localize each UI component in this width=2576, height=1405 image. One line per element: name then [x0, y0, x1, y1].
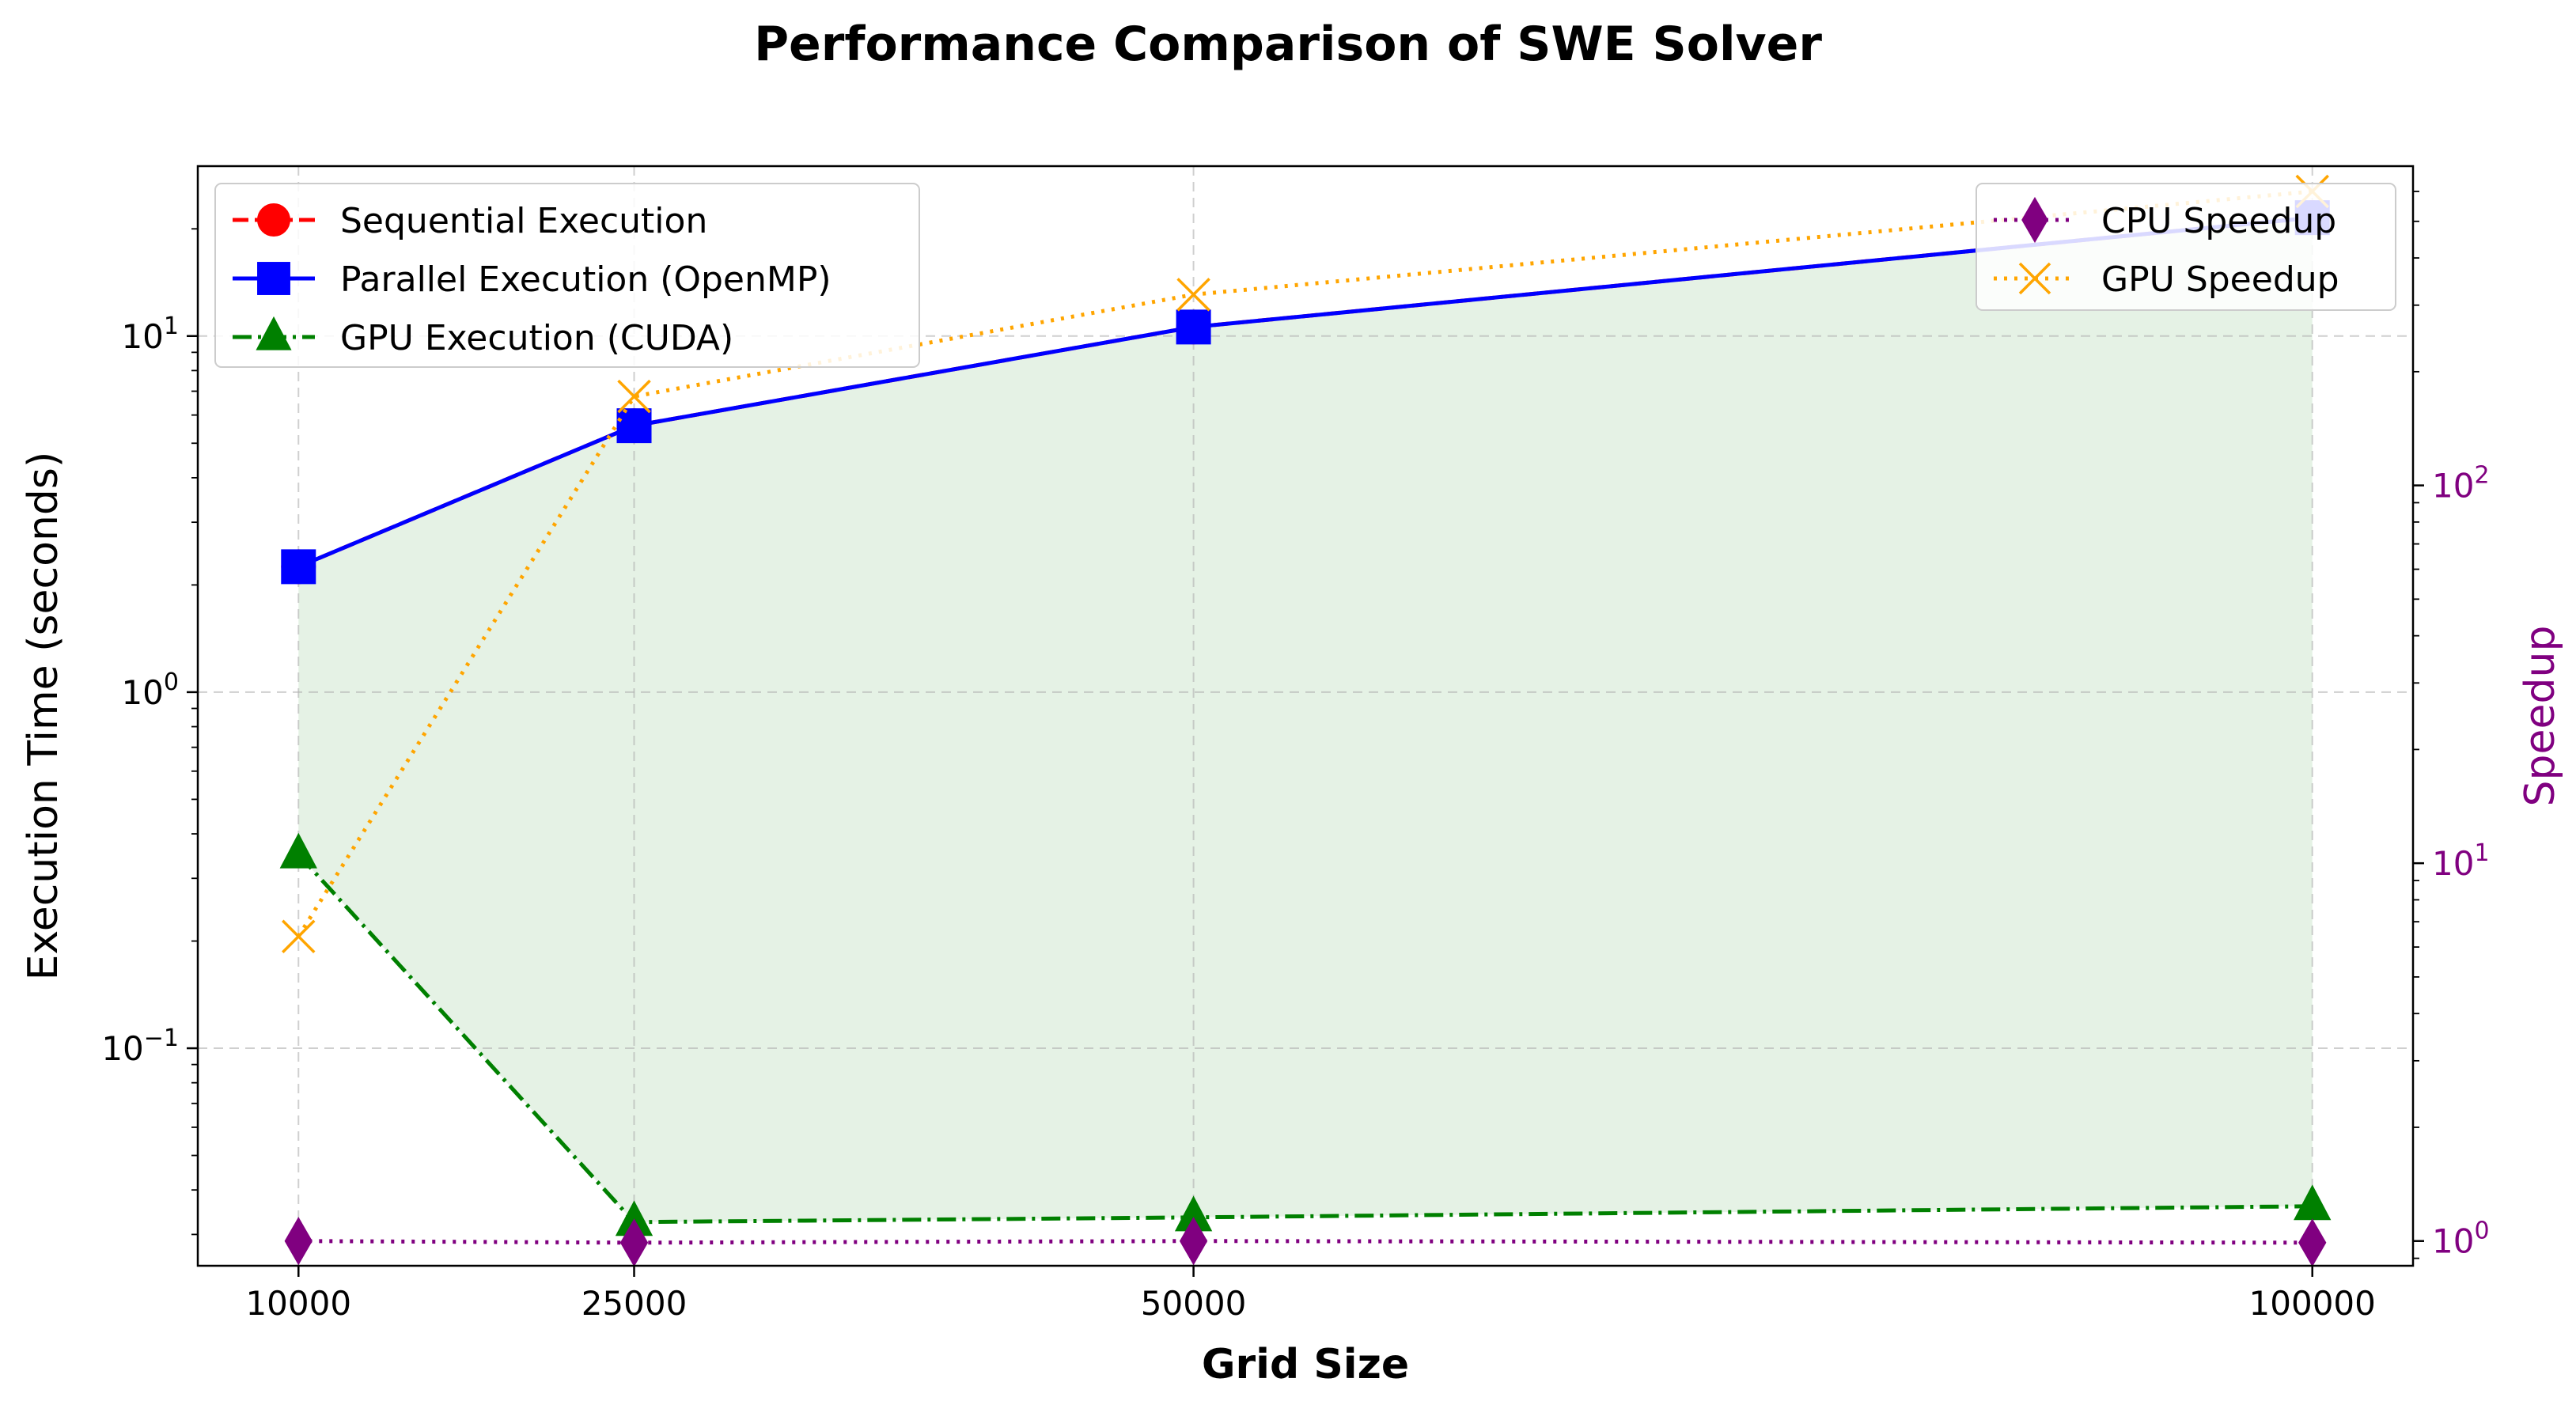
- y-tick-label: 10−1: [101, 1024, 179, 1068]
- legend-item-parallel-execution-openmp: Parallel Execution (OpenMP): [233, 259, 832, 300]
- x-tick-label: 10000: [245, 1284, 351, 1323]
- x-tick-label: 25000: [581, 1284, 688, 1323]
- series-line-gpu-execution-cuda: [297, 853, 2313, 1225]
- data-point-parallel-execution-openmp: [1176, 309, 1211, 345]
- y-tick-label: 101: [121, 312, 179, 356]
- x-marker-stroke: [2018, 262, 2051, 295]
- series-cpu-speedup: [284, 1217, 2327, 1267]
- legend-marker: [257, 262, 290, 295]
- legend-label: Sequential Execution: [340, 201, 707, 241]
- fill-area-layer: [298, 218, 2313, 1222]
- y-tick-label: 100: [121, 668, 179, 712]
- y-axis-label: Execution Time (seconds): [20, 452, 67, 981]
- legend-label: GPU Execution (CUDA): [340, 318, 733, 358]
- data-point-gpu-execution-cuda: [279, 832, 317, 869]
- legend-item-sequential-execution: Sequential Execution: [233, 201, 707, 241]
- series-gpu-execution-cuda: [279, 832, 2332, 1236]
- legend-item-gpu-speedup: GPU Speedup: [1994, 259, 2339, 300]
- y2-tick-label: 101: [2432, 839, 2490, 883]
- y2-axis-label: Speedup: [2517, 626, 2564, 807]
- legend-box: [214, 183, 920, 368]
- data-point-cpu-speedup: [1179, 1217, 1208, 1266]
- data-point-gpu-speedup: [1176, 278, 1210, 312]
- y2-tick-label: 100: [2432, 1218, 2490, 1261]
- fill-area: [298, 218, 2313, 1222]
- x-marker-stroke: [617, 379, 651, 414]
- data-point-cpu-speedup: [284, 1217, 313, 1266]
- legend-right: CPU Speedup GPU Speedup: [1976, 183, 2396, 311]
- legend-label: GPU Speedup: [2101, 259, 2339, 300]
- data-point-gpu-speedup: [282, 919, 316, 953]
- series-line-parallel-execution-openmp: [297, 215, 2313, 569]
- legend-item-cpu-speedup: CPU Speedup: [1994, 196, 2336, 244]
- legend-marker: [2018, 262, 2051, 295]
- legend-marker: [2021, 196, 2048, 244]
- x-marker-stroke: [1176, 278, 1210, 312]
- y2-tick-label: 102: [2432, 462, 2490, 506]
- x-tick-label: 100000: [2249, 1284, 2376, 1323]
- legend-label: CPU Speedup: [2101, 201, 2336, 241]
- legend-left: Sequential Execution Parallel Execution (…: [214, 183, 920, 368]
- x-axis-label: Grid Size: [1202, 1341, 1409, 1388]
- data-point-gpu-speedup: [617, 379, 651, 414]
- x-tick-label: 50000: [1141, 1284, 1247, 1323]
- legend-box: [1976, 183, 2396, 311]
- data-point-parallel-execution-openmp: [616, 408, 652, 444]
- legend-marker: [256, 316, 292, 350]
- x-marker-stroke: [282, 919, 316, 953]
- axis-layer: 10000 25000 50000 100000 10−1 100 101 100 101 102: [101, 191, 2490, 1323]
- legend-item-gpu-execution-cuda: GPU Execution (CUDA): [233, 316, 733, 358]
- legend-marker: [257, 203, 290, 237]
- chart-title: Performance Comparison of SWE Solver: [754, 17, 1822, 72]
- plot-frame: [196, 165, 2415, 1267]
- data-point-parallel-execution-openmp: [281, 549, 316, 585]
- legend-label: Parallel Execution (OpenMP): [340, 259, 832, 300]
